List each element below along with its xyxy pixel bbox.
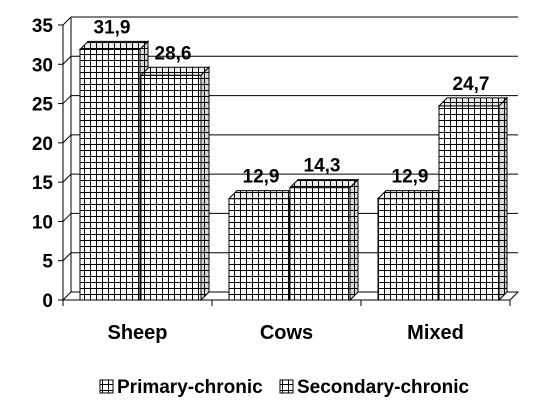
gridline-depth [62,134,72,144]
y-tick-label: 15 [32,173,54,194]
legend-label: Primary-chronic [117,377,263,398]
gridline-depth [62,55,72,65]
bar-secondary-chronic-mixed [438,105,500,301]
data-label: 12,9 [392,167,429,188]
y-tick-label: 35 [32,16,54,37]
category-label: Mixed [407,322,464,344]
legend: Primary-chronic Secondary-chronic [99,377,470,398]
y-tick-label: 25 [32,95,54,116]
gridline-depth [62,213,72,222]
gridline-depth [62,173,72,183]
bar-secondary-chronic-sheep [140,74,202,301]
bar-primary-chronic-sheep [79,48,141,301]
bar-side-face [200,66,210,302]
data-labels: 31,9 12,9 12,9 28,6 14,3 24,7 [94,17,490,187]
bar-top-face [139,66,211,76]
data-label: 12,9 [243,167,280,188]
gridline-depth [62,95,72,104]
category-label: Sheep [107,322,167,344]
bar-side-face [498,96,508,302]
bar-primary-chronic-cows [228,198,290,301]
legend-swatch [279,379,294,394]
gridline-depth [62,252,72,262]
bar-top-face [288,179,360,189]
data-label: 24,7 [453,74,490,95]
bars [78,40,509,302]
bar-top-face [437,97,509,107]
y-tick-label: 30 [32,55,53,76]
legend-swatch [99,379,114,394]
data-label: 31,9 [94,17,131,38]
bar-primary-chronic-mixed [377,198,439,301]
category-label: Cows [260,322,313,344]
y-tick-label: 5 [42,252,53,273]
bar-top-face [78,40,150,50]
legend-label: Secondary-chronic [297,377,470,398]
data-label: 28,6 [155,43,192,64]
y-tick-label: 0 [42,291,53,312]
bar-secondary-chronic-cows [289,187,351,301]
y-tick-label: 10 [32,212,53,233]
bar-side-face [349,178,359,302]
bar-top-face [376,190,448,200]
bar-top-face [227,190,299,200]
gridline-depth [62,16,72,26]
y-tick-label: 20 [32,134,53,155]
data-label: 14,3 [304,156,341,177]
